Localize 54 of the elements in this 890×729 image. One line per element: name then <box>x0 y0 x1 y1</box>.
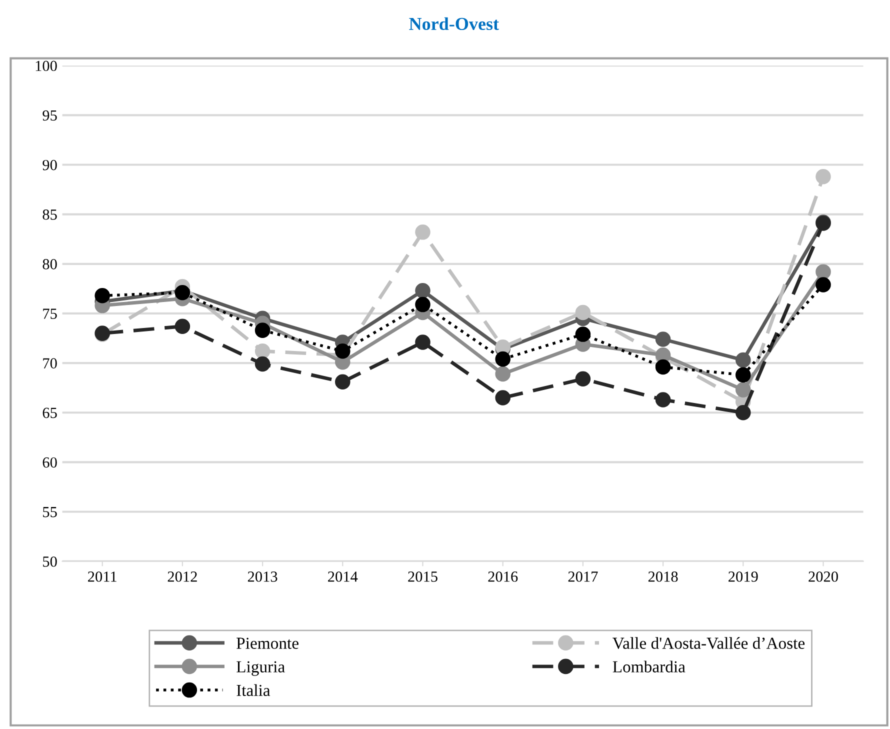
chart-title: Nord-Ovest <box>409 17 499 30</box>
point <box>495 366 510 382</box>
point <box>575 326 591 342</box>
y-tick-label: 65 <box>42 408 57 418</box>
x-tick-label: 2017 <box>568 571 598 582</box>
y-tick-label: 80 <box>42 259 57 270</box>
point <box>415 296 430 312</box>
y-tick-label: 50 <box>43 556 57 567</box>
x-tick-label: 2018 <box>648 571 678 582</box>
y-tick-label: 95 <box>42 110 57 121</box>
y-tick-label: 75 <box>43 308 57 319</box>
point <box>254 356 270 372</box>
point <box>655 392 671 408</box>
point <box>335 344 350 359</box>
x-tick-label: 2014 <box>328 571 358 582</box>
y-tick-label: 55 <box>43 507 57 518</box>
point <box>415 334 430 350</box>
point <box>335 374 350 390</box>
x-tick-label: 2012 <box>168 571 197 582</box>
point <box>575 304 591 320</box>
point <box>575 371 591 387</box>
point <box>254 344 270 359</box>
point <box>736 367 751 383</box>
point <box>816 169 831 184</box>
y-tick-label: 60 <box>42 457 57 468</box>
x-tick-label: 2015 <box>408 571 438 582</box>
y-tick-label: 70 <box>43 358 57 368</box>
x-tick-label: 2016 <box>488 571 518 582</box>
y-tick-label: 85 <box>42 209 57 220</box>
legend-label: Valle d'Aosta-Vallée d’Aoste <box>612 637 805 649</box>
legend-label: Piemonte <box>236 638 298 649</box>
point <box>736 404 751 420</box>
point <box>174 318 190 334</box>
y-tick-label: 90 <box>42 160 57 170</box>
point <box>495 390 510 406</box>
point <box>655 332 671 347</box>
legend-label: Liguria <box>236 661 285 676</box>
x-tick-label: 2019 <box>728 571 758 582</box>
legend-label: Lombardia <box>612 660 686 672</box>
point <box>415 283 430 298</box>
point <box>415 224 430 240</box>
point <box>816 277 831 292</box>
point <box>816 264 831 280</box>
legend-label: Italia <box>236 684 270 696</box>
y-tick-label: 100 <box>36 60 57 72</box>
point <box>254 322 270 338</box>
x-tick-label: 2011 <box>88 571 116 582</box>
point <box>94 288 110 304</box>
x-tick-label: 2013 <box>248 571 278 582</box>
point <box>655 359 671 375</box>
point <box>736 352 751 368</box>
point <box>736 382 751 398</box>
point <box>495 351 510 367</box>
x-tick-label: 2020 <box>808 571 838 582</box>
